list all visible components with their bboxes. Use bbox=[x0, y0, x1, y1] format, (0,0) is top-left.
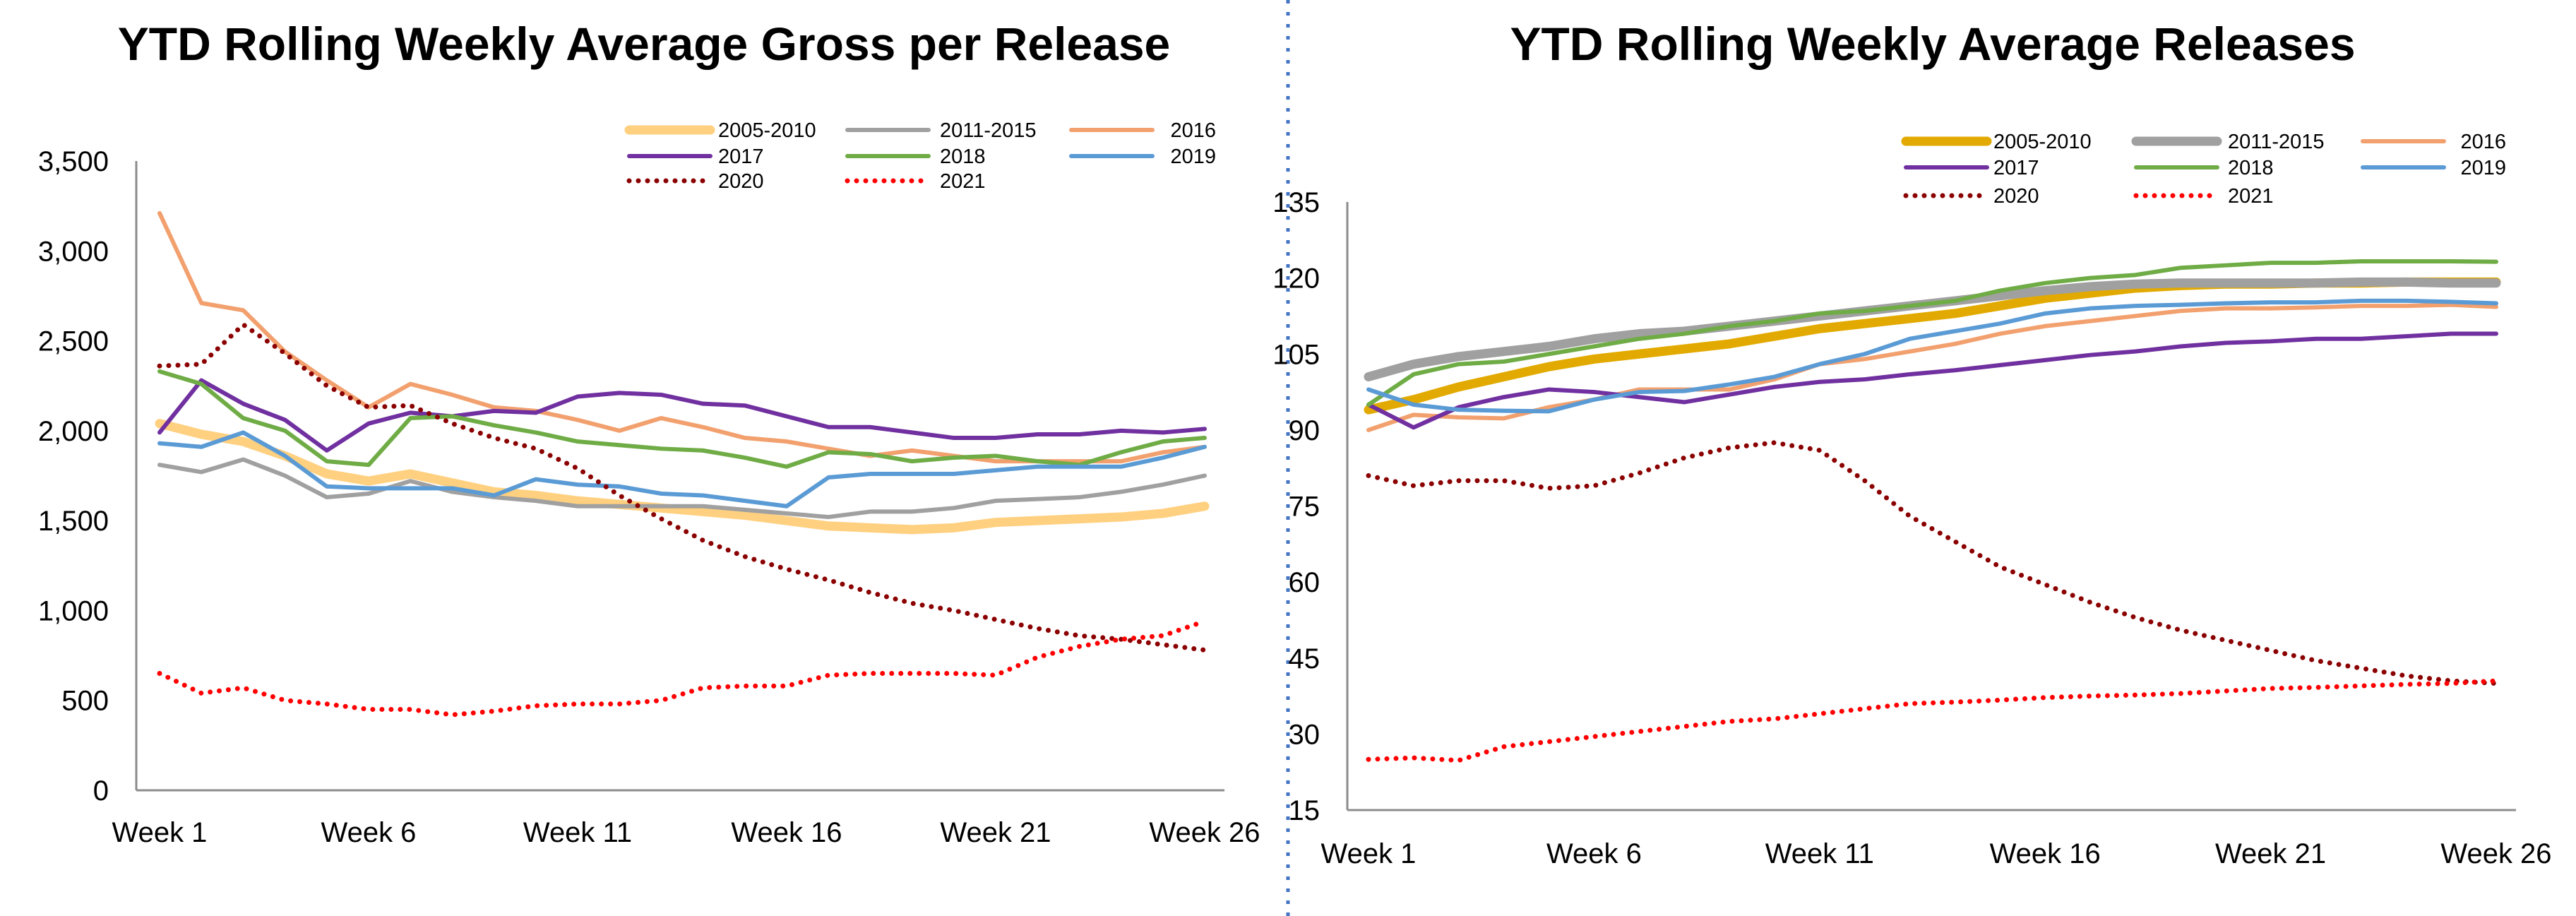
series-line-2016 bbox=[157, 210, 1207, 464]
legend-label: 2016 bbox=[2460, 131, 2506, 153]
x-tick-label: Week 26 bbox=[2440, 838, 2551, 869]
y-tick-label: 75 bbox=[1289, 492, 1320, 523]
legend-label: 2021 bbox=[940, 170, 986, 193]
series-line-2017 bbox=[1366, 331, 2498, 430]
series-line-2016 bbox=[1366, 302, 2498, 432]
y-tick-label: 0 bbox=[93, 775, 109, 807]
x-tick-label: Week 26 bbox=[1149, 817, 1260, 848]
y-tick-label: 2,000 bbox=[38, 416, 109, 447]
series-line-2019 bbox=[1366, 298, 2498, 414]
legend-label: 2005-2010 bbox=[718, 119, 816, 142]
legend-label: 2011-2015 bbox=[2228, 131, 2325, 153]
y-tick-label: 3,500 bbox=[38, 146, 109, 177]
y-tick-label: 120 bbox=[1272, 263, 1320, 295]
releases-chart: YTD Rolling Weekly Average Releases 15 30… bbox=[1272, 18, 2551, 869]
chart-title: YTD Rolling Weekly Average Gross per Rel… bbox=[118, 18, 1170, 70]
x-tick-label: Week 6 bbox=[321, 817, 417, 848]
legend-label: 2018 bbox=[2228, 157, 2274, 179]
legend-label: 2018 bbox=[940, 145, 986, 168]
x-tick-label: Week 11 bbox=[523, 817, 632, 848]
x-tick-label: Week 16 bbox=[1990, 838, 2101, 869]
y-tick-label: 2,500 bbox=[38, 326, 109, 357]
y-tick-label: 105 bbox=[1272, 339, 1320, 370]
series-line-2017 bbox=[157, 378, 1207, 453]
y-tick-label: 500 bbox=[61, 686, 109, 717]
y-tick-label: 1,000 bbox=[38, 595, 109, 626]
x-tick-label: Week 1 bbox=[1321, 838, 1417, 869]
x-tick-label: Week 6 bbox=[1546, 838, 1642, 869]
y-tick-label: 90 bbox=[1289, 415, 1320, 446]
legend-label: 2020 bbox=[1993, 185, 2039, 208]
y-tick-label: 30 bbox=[1289, 719, 1320, 750]
series-line-2018 bbox=[157, 369, 1207, 469]
y-tick-label: 135 bbox=[1272, 187, 1320, 218]
series-line-2018 bbox=[1366, 258, 2498, 407]
legend-label: 2019 bbox=[2460, 157, 2506, 179]
x-tick-label: Week 1 bbox=[112, 817, 208, 848]
y-tick-label: 60 bbox=[1289, 567, 1320, 598]
legend-label: 2020 bbox=[718, 170, 764, 193]
y-tick-label: 1,500 bbox=[38, 506, 109, 537]
x-tick-label: Week 11 bbox=[1765, 838, 1874, 869]
legend-label: 2017 bbox=[1993, 157, 2039, 179]
x-tick-label: Week 21 bbox=[940, 817, 1051, 848]
series-line-2021 bbox=[157, 619, 1208, 718]
y-tick-label: 15 bbox=[1289, 795, 1320, 826]
x-tick-label: Week 16 bbox=[731, 817, 842, 848]
series-line-2011-2015 bbox=[157, 457, 1207, 520]
legend-label: 2017 bbox=[718, 145, 764, 168]
y-tick-label: 3,000 bbox=[38, 236, 109, 267]
series-line-2019 bbox=[157, 430, 1207, 508]
x-tick-label: Week 21 bbox=[2215, 838, 2326, 869]
series-line-2011-2015 bbox=[1364, 277, 2501, 382]
legend-label: 2021 bbox=[2228, 185, 2274, 208]
series-line-2020 bbox=[157, 322, 1208, 653]
series-line-2020 bbox=[1366, 440, 2499, 686]
series-line-2005-2010 bbox=[155, 419, 1210, 535]
gross-per-release-chart: YTD Rolling Weekly Average Gross per Rel… bbox=[38, 18, 1260, 848]
chart-title: YTD Rolling Weekly Average Releases bbox=[1510, 18, 2355, 70]
series-line-2021 bbox=[1366, 678, 2499, 763]
legend-label: 2019 bbox=[1170, 145, 1216, 168]
legend-label: 2005-2010 bbox=[1993, 131, 2092, 153]
legend-label: 2011-2015 bbox=[940, 119, 1037, 142]
y-tick-label: 45 bbox=[1289, 643, 1320, 674]
legend-label: 2016 bbox=[1170, 119, 1216, 142]
